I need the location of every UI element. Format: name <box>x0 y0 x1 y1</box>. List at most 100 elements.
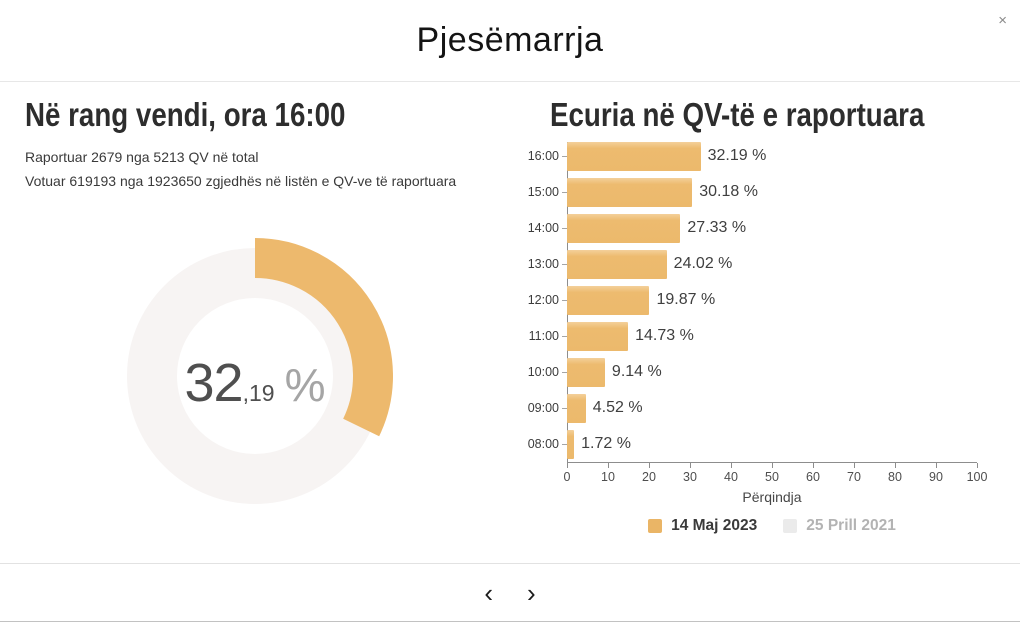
bar-track: 32.19 % <box>567 141 982 171</box>
donut-percent-arc[interactable] <box>254 238 393 437</box>
x-axis-tick-label: 30 <box>683 470 697 484</box>
main-content: Në rang vendi, ora 16:00 Raportuar 2679 … <box>0 82 1020 563</box>
y-axis-tick <box>562 443 567 445</box>
pager: ‹ › <box>0 563 1020 621</box>
voted-text: Votuar 619193 nga 1923650 zgjedhës në li… <box>25 173 457 189</box>
bar-row: 08:00 1.72 % <box>515 426 982 462</box>
donut-value-decimal: ,19 <box>242 380 275 406</box>
y-axis-label: 11:00 <box>528 329 559 343</box>
x-axis-tick-label: 90 <box>929 470 943 484</box>
bar-2023[interactable] <box>567 177 693 207</box>
x-axis-tick <box>813 463 814 468</box>
bar-row: 11:00 14.73 % <box>515 318 982 354</box>
bar-value-label: 1.72 % <box>581 435 631 452</box>
bar-row: 16:00 32.19 % <box>515 138 982 174</box>
x-axis-tick <box>895 463 896 468</box>
legend-item-2021[interactable]: 25 Prill 2021 <box>783 517 896 535</box>
bar-track: 1.72 % <box>567 429 982 459</box>
x-axis-tick <box>854 463 855 468</box>
next-button[interactable]: › <box>523 580 540 606</box>
bar-value-label: 9.14 % <box>611 363 662 380</box>
legend-label-2021: 25 Prill 2021 <box>806 517 896 534</box>
y-axis-label: 08:00 <box>527 437 559 451</box>
y-axis-label: 15:00 <box>527 185 559 199</box>
bar-value-label: 14.73 % <box>635 327 694 344</box>
y-axis-label: 12:00 <box>527 293 559 307</box>
x-axis-tick <box>690 463 691 468</box>
donut-center-label: 32 ,19 % <box>115 236 395 516</box>
x-axis: 0 10 20 30 40 50 60 70 80 90 100 <box>563 462 987 489</box>
bar-track: 24.02 % <box>567 249 982 279</box>
bar-value-label: 19.87 % <box>656 291 716 308</box>
x-axis-tick <box>977 463 978 468</box>
y-axis-tick <box>562 335 567 337</box>
bar-row: 15:00 30.18 % <box>515 174 982 210</box>
donut-value-integer: 32 <box>184 353 244 413</box>
donut-percent-sign: % <box>284 359 326 411</box>
bar-2023[interactable] <box>567 429 575 459</box>
y-axis-label: 13:00 <box>527 257 559 271</box>
right-section-title: Ecuria në QV-të e raportuara <box>550 96 925 133</box>
y-axis-label: 10:00 <box>527 365 559 379</box>
bar-2023[interactable] <box>567 393 586 423</box>
y-axis-tick <box>562 191 567 193</box>
y-axis-label: 14:00 <box>527 221 559 235</box>
left-section-title: Në rang vendi, ora 16:00 <box>25 96 346 133</box>
x-axis-tick <box>649 463 650 468</box>
bar-track: 14.73 % <box>567 321 982 351</box>
x-axis-tick <box>936 463 937 468</box>
y-axis-tick <box>562 227 567 229</box>
bar-2023[interactable] <box>567 357 605 387</box>
x-axis-tick-label: 40 <box>724 470 738 484</box>
y-axis-tick <box>562 407 567 409</box>
bar-track: 27.33 % <box>567 213 982 243</box>
bar-2023[interactable] <box>567 213 681 243</box>
page-title: Pjesëmarrja <box>416 21 604 59</box>
legend-swatch-2023 <box>648 519 663 533</box>
donut-svg <box>127 238 393 504</box>
bar-2023[interactable] <box>567 141 701 171</box>
y-axis-label: 16:00 <box>527 149 559 163</box>
bar-value-label: 30.18 % <box>699 183 758 200</box>
bar-row: 14:00 27.33 % <box>515 210 982 246</box>
x-axis-title: Përqindja <box>742 489 802 505</box>
x-axis-tick-label: 50 <box>765 470 779 484</box>
bar-row: 09:00 4.52 % <box>515 390 982 426</box>
prev-button[interactable]: ‹ <box>480 580 497 606</box>
dialog-header: Pjesëmarrja × <box>0 0 1020 82</box>
hourly-trend-section: Ecuria në QV-të e raportuara 16:00 32.19 … <box>510 82 1020 563</box>
x-axis-tick-label: 20 <box>642 470 656 484</box>
y-axis-tick <box>562 155 567 157</box>
x-axis-tick <box>731 463 732 468</box>
x-axis-tick-label: 0 <box>563 470 571 484</box>
y-axis-tick <box>562 299 567 301</box>
bar-2023[interactable] <box>567 321 629 351</box>
bar-rows: 16:00 32.19 % 15:00 30.18 % 14:00 27.33 % 13:0… <box>515 138 982 462</box>
y-axis-tick <box>562 263 567 265</box>
x-axis-tick-label: 80 <box>888 470 902 484</box>
x-axis-tick-label: 10 <box>601 470 615 484</box>
bar-value-label: 4.52 % <box>592 399 643 416</box>
x-axis-tick <box>567 463 568 468</box>
legend-label-2023: 14 Maj 2023 <box>671 517 758 534</box>
x-axis-tick-label: 100 <box>966 470 988 484</box>
bar-row: 10:00 9.14 % <box>515 354 982 390</box>
close-icon[interactable]: × <box>998 12 1007 29</box>
bar-track: 30.18 % <box>567 177 982 207</box>
bar-value-label: 27.33 % <box>687 219 747 236</box>
legend-item-2023[interactable]: 14 Maj 2023 <box>648 517 757 535</box>
bar-2023[interactable] <box>567 285 650 315</box>
legend-swatch-2021 <box>783 519 798 533</box>
national-participation-section: Në rang vendi, ora 16:00 Raportuar 2679 … <box>0 82 510 563</box>
bar-row: 13:00 24.02 % <box>515 246 982 282</box>
bar-value-label: 24.02 % <box>673 255 733 272</box>
participation-donut-chart: 32 ,19 % <box>115 236 395 516</box>
bar-track: 9.14 % <box>567 357 982 387</box>
bar-row: 12:00 19.87 % <box>515 282 982 318</box>
x-axis-tick-label: 60 <box>806 470 820 484</box>
hourly-bar-chart: 16:00 32.19 % 15:00 30.18 % 14:00 27.33 % 13:0… <box>515 138 987 535</box>
reported-qv-text: Raportuar 2679 nga 5213 QV në total <box>25 149 259 165</box>
chart-legend: 14 Maj 2023 25 Prill 2021 <box>567 517 977 535</box>
bar-2023[interactable] <box>567 249 667 279</box>
